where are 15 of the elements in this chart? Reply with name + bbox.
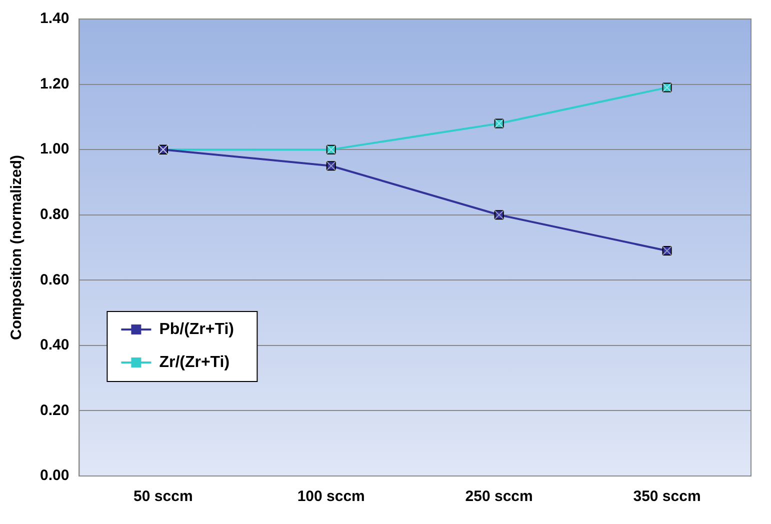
x-tick-label: 100 sccm xyxy=(297,488,365,506)
y-tick-label: 1.40 xyxy=(40,10,70,28)
x-tick-label: 250 sccm xyxy=(465,488,533,506)
x-tick-label: 350 sccm xyxy=(633,488,701,506)
y-tick-label: 0.40 xyxy=(40,336,70,354)
y-tick-label: 0.80 xyxy=(40,206,70,223)
y-tick-label: 0.20 xyxy=(40,402,70,419)
legend-label: Pb/(Zr+Ti) xyxy=(159,320,234,338)
y-axis-title: Composition (normalized) xyxy=(8,155,26,340)
y-tick-label: 1.00 xyxy=(40,140,70,158)
y-tick-label: 0.00 xyxy=(40,467,70,484)
y-tick-label: 1.20 xyxy=(40,75,70,92)
x-tick-label: 50 sccm xyxy=(134,488,193,506)
legend-label: Zr/(Zr+Ti) xyxy=(159,354,230,371)
y-tick-label: 0.60 xyxy=(40,271,70,288)
